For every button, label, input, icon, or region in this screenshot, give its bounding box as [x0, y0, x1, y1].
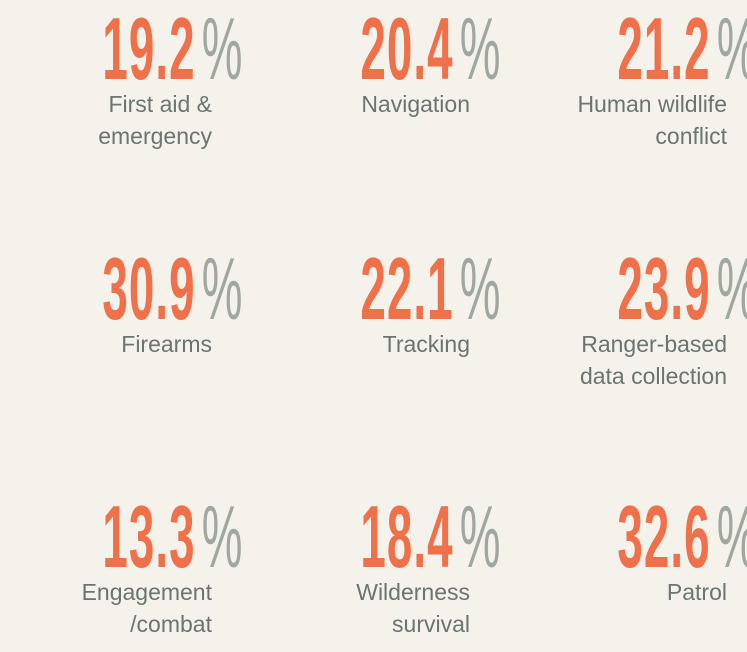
stat-cell: 19.2% First aid & emergency [0, 5, 242, 152]
stat-number-text: 20.4% [360, 5, 501, 93]
stat-number-text: 22.1% [360, 245, 501, 333]
stat-label-line: First aid & [108, 91, 212, 117]
stat-label-line: Engagement [81, 579, 212, 605]
stat-label-line: Ranger-based [581, 331, 727, 357]
stat-number-text: 23.9% [617, 245, 747, 333]
stat-value: 20.4 [360, 0, 454, 98]
stat-value: 23.9 [617, 239, 711, 338]
stat-unit: % [717, 487, 747, 586]
stat-label-line: survival [392, 611, 470, 637]
stat-label: First aid & emergency [0, 88, 212, 152]
stat-number: 20.4% [230, 5, 500, 93]
stat-number: 30.9% [0, 245, 242, 333]
stat-label-line: emergency [98, 123, 212, 149]
stat-label: Engagement/combat [0, 576, 212, 640]
stat-cell: 20.4% Navigation [230, 5, 500, 120]
stat-cell: 30.9% Firearms [0, 245, 242, 360]
stat-label: Navigation [230, 88, 470, 120]
stat-number: 21.2% [487, 5, 747, 93]
stat-value: 22.1 [360, 239, 454, 338]
stat-cell: 18.4% Wilderness survival [230, 493, 500, 640]
stat-number: 13.3% [0, 493, 242, 581]
stat-number-text: 19.2% [102, 5, 243, 93]
stat-label: Wilderness survival [230, 576, 470, 640]
stat-label-line: Wilderness [356, 579, 470, 605]
stat-unit: % [459, 0, 502, 98]
stat-cell: 32.6%Patrol [487, 493, 747, 608]
stat-unit: % [201, 239, 244, 338]
stat-unit: % [201, 487, 244, 586]
stat-cell: 13.3% Engagement/combat [0, 493, 243, 640]
stat-number: 22.1% [230, 245, 500, 333]
stat-number: 18.4% [230, 493, 500, 581]
stat-number-text: 18.4% [360, 493, 501, 581]
stat-label: Ranger-based data collection [487, 328, 727, 392]
stat-unit: % [717, 239, 747, 338]
stat-label-line: Human wildlife [577, 91, 727, 117]
stat-value: 21.2 [617, 0, 711, 98]
stat-label-line: Tracking [382, 331, 470, 357]
stat-cell: 23.9%Ranger-based data collection [487, 245, 747, 392]
stat-number: 23.9% [487, 245, 747, 333]
stat-number: 32.6% [487, 493, 747, 581]
stat-cell: 21.2%Human wildlife conflict [487, 5, 747, 152]
stat-number-text: 13.3% [102, 493, 243, 581]
stat-value: 18.4 [360, 487, 454, 586]
stat-value: 13.3 [102, 487, 196, 586]
stat-label: Human wildlife conflict [487, 88, 727, 152]
stat-unit: % [459, 487, 502, 586]
stat-label-line: conflict [655, 123, 727, 149]
stat-value: 30.9 [102, 239, 196, 338]
stat-number-text: 30.9% [102, 245, 243, 333]
stat-number: 19.2% [0, 5, 242, 93]
stat-unit: % [201, 0, 244, 98]
stat-label-line: Firearms [121, 331, 212, 357]
stat-label: Firearms [0, 328, 212, 360]
stat-value: 19.2 [102, 0, 196, 98]
stat-number-text: 32.6% [617, 493, 747, 581]
stat-label: Tracking [230, 328, 470, 360]
stat-label-line: /combat [130, 611, 212, 637]
stat-value: 32.6 [617, 487, 711, 586]
stat-unit: % [459, 239, 502, 338]
stat-cell: 22.1% Tracking [230, 245, 500, 360]
stat-label: Patrol [487, 576, 727, 608]
stat-number-text: 21.2% [617, 5, 747, 93]
stat-label-line: Navigation [361, 91, 470, 117]
stat-label-line: data collection [579, 363, 727, 389]
stat-unit: % [717, 0, 747, 98]
stat-label-line: Patrol [666, 579, 727, 605]
